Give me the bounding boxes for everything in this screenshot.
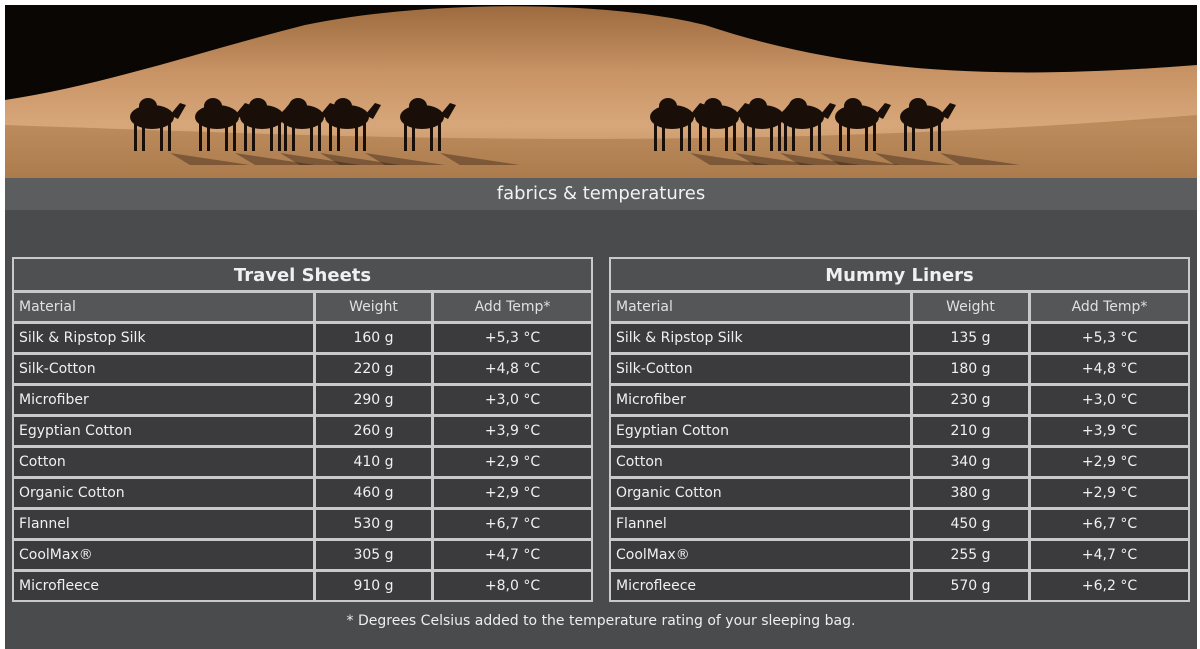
add-temp-cell: +4,7 °C [484, 547, 541, 563]
table-row: CoolMax® 255 g +4,7 °C [611, 541, 1188, 572]
banner-illustration [5, 5, 1197, 178]
weight-cell: 180 g [913, 355, 1031, 383]
weight-cell: 260 g [316, 417, 434, 445]
add-temp-cell: +6,2 °C [1081, 578, 1138, 594]
table-mummy-liners: Mummy Liners Material Weight Add Temp* S… [609, 257, 1190, 602]
camel-silhouette [195, 98, 315, 165]
camel-silhouette [695, 98, 815, 165]
weight-cell: 410 g [316, 448, 434, 476]
table-row: Microfiber 230 g +3,0 °C [611, 386, 1188, 417]
weight-cell: 910 g [316, 572, 434, 600]
table-row: Microfiber 290 g +3,0 °C [14, 386, 591, 417]
weight-cell: 135 g [913, 324, 1031, 352]
table-row: Organic Cotton 380 g +2,9 °C [611, 479, 1188, 510]
desert-camel-caravan-banner [5, 5, 1197, 178]
weight-cell: 160 g [316, 324, 434, 352]
material-cell: Microfleece [611, 572, 913, 600]
weight-cell: 210 g [913, 417, 1031, 445]
page: fabrics & temperatures Travel Sheets Mat… [5, 5, 1197, 649]
table-row: Flannel 450 g +6,7 °C [611, 510, 1188, 541]
material-cell: Flannel [14, 510, 316, 538]
table-title: Travel Sheets [14, 259, 591, 293]
add-temp-cell: +4,7 °C [1081, 547, 1138, 563]
table-row: Silk & Ripstop Silk 160 g +5,3 °C [14, 324, 591, 355]
table-row: Silk-Cotton 180 g +4,8 °C [611, 355, 1188, 386]
column-header-add-temp: Add Temp* [474, 299, 551, 315]
weight-cell: 460 g [316, 479, 434, 507]
add-temp-cell: +3,9 °C [1081, 423, 1138, 439]
table-row: Organic Cotton 460 g +2,9 °C [14, 479, 591, 510]
column-header-material: Material [611, 293, 913, 321]
material-cell: Microfiber [611, 386, 913, 414]
weight-cell: 530 g [316, 510, 434, 538]
weight-cell: 450 g [913, 510, 1031, 538]
material-cell: Silk & Ripstop Silk [611, 324, 913, 352]
column-header-weight: Weight [316, 293, 434, 321]
add-temp-cell: +5,3 °C [1081, 330, 1138, 346]
table-row: Flannel 530 g +6,7 °C [14, 510, 591, 541]
material-cell: Flannel [611, 510, 913, 538]
add-temp-cell: +3,0 °C [1081, 392, 1138, 408]
table-row: Microfleece 570 g +6,2 °C [611, 572, 1188, 600]
weight-cell: 230 g [913, 386, 1031, 414]
material-cell: Egyptian Cotton [611, 417, 913, 445]
add-temp-cell: +6,7 °C [484, 516, 541, 532]
table-header-row: Material Weight Add Temp* [611, 293, 1188, 324]
footnote: * Degrees Celsius added to the temperatu… [346, 613, 856, 629]
add-temp-cell: +5,3 °C [484, 330, 541, 346]
camel-silhouette [900, 98, 1020, 165]
material-cell: Silk & Ripstop Silk [14, 324, 316, 352]
table-header-row: Material Weight Add Temp* [14, 293, 591, 324]
material-cell: Organic Cotton [14, 479, 316, 507]
material-cell: Organic Cotton [611, 479, 913, 507]
add-temp-cell: +3,0 °C [484, 392, 541, 408]
page-title: fabrics & temperatures [5, 178, 1197, 210]
table-row: Cotton 340 g +2,9 °C [611, 448, 1188, 479]
weight-cell: 570 g [913, 572, 1031, 600]
column-header-weight: Weight [913, 293, 1031, 321]
add-temp-cell: +8,0 °C [484, 578, 541, 594]
table-row: CoolMax® 305 g +4,7 °C [14, 541, 591, 572]
material-cell: Microfiber [14, 386, 316, 414]
weight-cell: 290 g [316, 386, 434, 414]
add-temp-cell: +4,8 °C [484, 361, 541, 377]
column-header-material: Material [14, 293, 316, 321]
camel-silhouette [325, 98, 445, 165]
add-temp-cell: +2,9 °C [484, 485, 541, 501]
table-row: Cotton 410 g +2,9 °C [14, 448, 591, 479]
material-cell: CoolMax® [611, 541, 913, 569]
table-row: Microfleece 910 g +8,0 °C [14, 572, 591, 600]
column-header-add-temp: Add Temp* [1071, 299, 1148, 315]
material-cell: Cotton [611, 448, 913, 476]
camel-silhouette [835, 98, 955, 165]
camel-silhouette [400, 98, 520, 165]
add-temp-cell: +2,9 °C [1081, 454, 1138, 470]
table-title: Mummy Liners [611, 259, 1188, 293]
add-temp-cell: +2,9 °C [484, 454, 541, 470]
add-temp-cell: +2,9 °C [1081, 485, 1138, 501]
weight-cell: 380 g [913, 479, 1031, 507]
camel-silhouette [780, 98, 900, 165]
material-cell: Microfleece [14, 572, 316, 600]
camel-silhouette [650, 98, 770, 165]
add-temp-cell: +4,8 °C [1081, 361, 1138, 377]
material-cell: CoolMax® [14, 541, 316, 569]
weight-cell: 305 g [316, 541, 434, 569]
weight-cell: 255 g [913, 541, 1031, 569]
table-row: Silk-Cotton 220 g +4,8 °C [14, 355, 591, 386]
weight-cell: 220 g [316, 355, 434, 383]
add-temp-cell: +3,9 °C [484, 423, 541, 439]
table-row: Egyptian Cotton 210 g +3,9 °C [611, 417, 1188, 448]
material-cell: Silk-Cotton [611, 355, 913, 383]
camel-silhouette [130, 98, 250, 165]
table-travel-sheets: Travel Sheets Material Weight Add Temp* … [12, 257, 593, 602]
material-cell: Cotton [14, 448, 316, 476]
table-row: Egyptian Cotton 260 g +3,9 °C [14, 417, 591, 448]
weight-cell: 340 g [913, 448, 1031, 476]
table-row: Silk & Ripstop Silk 135 g +5,3 °C [611, 324, 1188, 355]
material-cell: Egyptian Cotton [14, 417, 316, 445]
add-temp-cell: +6,7 °C [1081, 516, 1138, 532]
material-cell: Silk-Cotton [14, 355, 316, 383]
